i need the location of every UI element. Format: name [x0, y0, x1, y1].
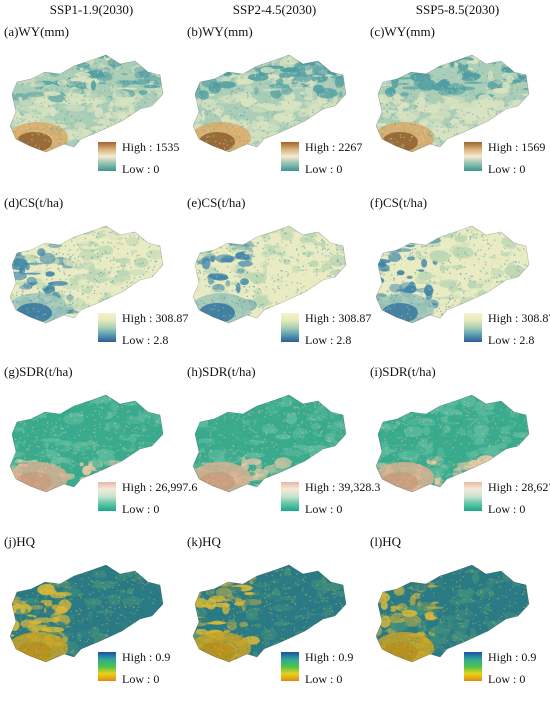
legend-low-label: Low : 2.8 — [305, 333, 351, 348]
column-title-ssp245: SSP2-4.5(2030) — [183, 2, 366, 18]
legend-low-label: Low : 0 — [122, 672, 159, 687]
legend-low-label: Low : 0 — [122, 502, 159, 517]
legend-color-ramp — [464, 482, 482, 511]
map-panel-wy-2: (b)WY(mm) High : 2267 Low : 0 — [183, 24, 366, 192]
panel-label: (c)WY(mm) — [370, 24, 435, 40]
panel-label: (j)HQ — [4, 534, 35, 550]
panel-label: (g)SDR(t/ha) — [4, 364, 73, 380]
legend-low-label: Low : 0 — [488, 162, 525, 177]
panel-label: (b)WY(mm) — [187, 24, 253, 40]
legend-color-ramp — [464, 313, 482, 342]
legend-color-ramp — [281, 142, 299, 171]
legend-color-ramp — [464, 142, 482, 171]
legend-color-ramp — [281, 313, 299, 342]
legend-color-ramp — [98, 652, 116, 681]
map-panel-wy-3: (c)WY(mm) High : 1569 Low : 0 — [366, 24, 549, 192]
map-panel-hq-1: (j)HQ High : 0.9 Low : 0 — [0, 534, 183, 702]
legend-color-ramp — [464, 652, 482, 681]
panel-label: (e)CS(t/ha) — [187, 195, 245, 211]
panel-label: (l)HQ — [370, 534, 401, 550]
legend-high-label: High : 0.9 — [122, 650, 170, 665]
legend-high-label: High : 28,627.8 — [488, 480, 550, 495]
legend-high-label: High : 308.87 — [488, 311, 550, 326]
panel-label: (f)CS(t/ha) — [370, 195, 427, 211]
legend-color-ramp — [281, 482, 299, 511]
legend-low-label: Low : 0 — [488, 672, 525, 687]
legend-high-label: High : 2267 — [305, 140, 362, 155]
legend-low-label: Low : 2.8 — [122, 333, 168, 348]
legend-high-label: High : 308.87 — [305, 311, 371, 326]
map-panel-hq-2: (k)HQ High : 0.9 Low : 0 — [183, 534, 366, 702]
legend-high-label: High : 0.9 — [305, 650, 353, 665]
legend-low-label: Low : 0 — [305, 502, 342, 517]
legend-low-label: Low : 0 — [305, 162, 342, 177]
legend-high-label: High : 1535 — [122, 140, 179, 155]
map-panel-hq-3: (l)HQ High : 0.9 Low : 0 — [366, 534, 549, 702]
legend-color-ramp — [98, 313, 116, 342]
legend-color-ramp — [98, 482, 116, 511]
legend-high-label: High : 0.9 — [488, 650, 536, 665]
panel-label: (k)HQ — [187, 534, 221, 550]
map-panel-sdr-3: (i)SDR(t/ha) High : 28,627.8 Low : 0 — [366, 364, 549, 532]
column-title-ssp119: SSP1-1.9(2030) — [0, 2, 183, 18]
legend-low-label: Low : 0 — [122, 162, 159, 177]
map-panel-cs-3: (f)CS(t/ha) High : 308.87 Low : 2.8 — [366, 195, 549, 363]
legend-color-ramp — [98, 142, 116, 171]
legend-high-label: High : 308.87 — [122, 311, 188, 326]
legend-low-label: Low : 0 — [305, 672, 342, 687]
legend-high-label: High : 1569 — [488, 140, 545, 155]
panel-label: (i)SDR(t/ha) — [370, 364, 436, 380]
column-title-ssp585: SSP5-8.5(2030) — [366, 2, 549, 18]
panel-label: (d)CS(t/ha) — [4, 195, 63, 211]
legend-color-ramp — [281, 652, 299, 681]
legend-low-label: Low : 0 — [488, 502, 525, 517]
legend-low-label: Low : 2.8 — [488, 333, 534, 348]
panel-label: (h)SDR(t/ha) — [187, 364, 256, 380]
map-panel-wy-1: (a)WY(mm) High : 1535 Low : 0 — [0, 24, 183, 192]
panel-label: (a)WY(mm) — [4, 24, 69, 40]
